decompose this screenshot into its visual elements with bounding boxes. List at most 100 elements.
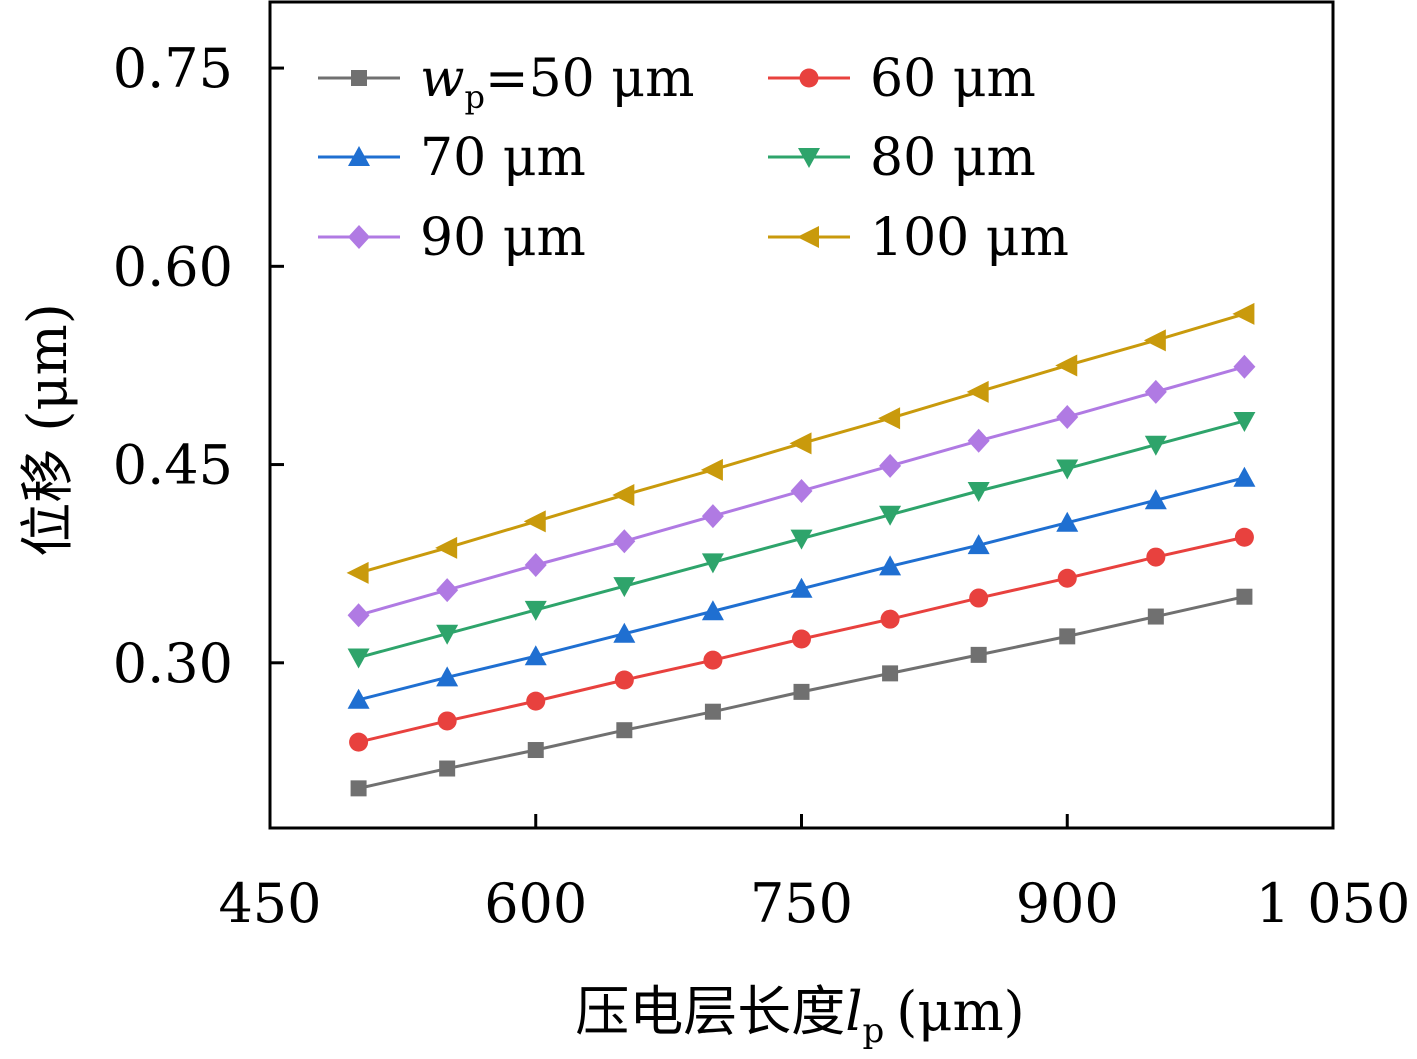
- data-point: [346, 561, 369, 584]
- y-axis-title: 位移 (μm): [16, 303, 79, 557]
- legend-label: 100 μm: [870, 208, 1069, 268]
- data-point: [347, 603, 370, 628]
- data-point: [524, 600, 547, 621]
- data-point: [703, 650, 723, 670]
- data-point: [966, 380, 989, 403]
- x-tick-label: 600: [484, 872, 587, 935]
- data-point: [967, 428, 990, 453]
- data-point: [614, 670, 634, 690]
- data-point: [1059, 628, 1076, 645]
- data-point: [1233, 466, 1256, 487]
- x-tick-label: 1 050: [1256, 872, 1411, 935]
- data-point: [882, 665, 899, 682]
- series-line: [349, 527, 1254, 752]
- data-point: [436, 666, 459, 687]
- data-point: [1236, 588, 1253, 605]
- data-point: [967, 534, 990, 555]
- data-point: [701, 600, 724, 621]
- legend-marker: [799, 68, 819, 88]
- legend-label: 60 μm: [870, 49, 1036, 109]
- data-point: [1056, 511, 1079, 532]
- data-point: [613, 622, 636, 643]
- y-tick-label: 0.60: [113, 235, 233, 298]
- data-point: [1233, 411, 1256, 432]
- data-point: [701, 553, 724, 574]
- legend-entry: 90 μm: [318, 208, 586, 268]
- legend-marker: [798, 148, 820, 168]
- data-point: [970, 646, 987, 663]
- data-point: [526, 691, 546, 711]
- data-point: [704, 703, 721, 720]
- legend: wp=50 μm 60 μm 70 μm 80 μm 90 μm 100 μm: [318, 49, 1069, 268]
- data-point: [1234, 527, 1254, 547]
- data-point: [1144, 435, 1167, 456]
- data-point: [790, 529, 813, 550]
- data-point: [524, 553, 547, 578]
- plot-frame: [268, 0, 1335, 830]
- series-line: [346, 302, 1255, 584]
- legend-marker: [348, 146, 370, 166]
- data-point: [524, 645, 547, 666]
- legend-marker: [797, 226, 819, 248]
- data-point: [1147, 608, 1164, 625]
- data-point: [613, 577, 636, 598]
- legend-entry: 70 μm: [318, 128, 586, 188]
- data-point: [969, 588, 989, 608]
- data-point: [437, 711, 457, 731]
- legend-entry: 80 μm: [768, 128, 1036, 188]
- legend-label: 80 μm: [870, 128, 1036, 188]
- series-layer: [346, 302, 1256, 797]
- data-point: [1232, 302, 1255, 325]
- x-axis-title: 压电层长度lp (μm): [575, 980, 1024, 1051]
- legend-marker: [348, 225, 370, 249]
- data-point: [435, 536, 458, 559]
- y-tick-label: 0.45: [113, 434, 233, 497]
- data-point: [439, 760, 456, 777]
- data-point: [700, 458, 723, 481]
- data-point: [878, 407, 901, 430]
- data-point: [349, 732, 369, 752]
- series-line: [350, 588, 1253, 797]
- data-point: [1055, 354, 1078, 377]
- x-tick-label: 750: [750, 872, 853, 935]
- data-point: [612, 483, 635, 506]
- data-point: [879, 453, 902, 478]
- data-point: [790, 577, 813, 598]
- data-point: [701, 504, 724, 529]
- data-point: [793, 683, 810, 700]
- legend-marker: [351, 70, 367, 86]
- data-point: [350, 780, 367, 797]
- data-point: [879, 505, 902, 526]
- data-point: [879, 555, 902, 576]
- data-point: [789, 432, 812, 455]
- legend-entry: wp=50 μm: [318, 49, 694, 116]
- data-point: [527, 742, 544, 759]
- data-point: [790, 478, 813, 503]
- legend-label: 90 μm: [420, 208, 586, 268]
- data-point: [436, 624, 459, 645]
- series-line: [347, 354, 1256, 628]
- data-point: [436, 578, 459, 603]
- data-point: [880, 609, 900, 629]
- data-point: [523, 510, 546, 533]
- data-point: [347, 688, 370, 709]
- y-tick-label: 0.75: [113, 37, 233, 100]
- y-tick-label: 0.30: [113, 632, 233, 695]
- legend-entry: 100 μm: [768, 208, 1069, 268]
- data-point: [616, 722, 633, 739]
- legend-label: 70 μm: [420, 128, 586, 188]
- data-point: [1057, 568, 1077, 588]
- x-tick-label: 900: [1016, 872, 1119, 935]
- data-point: [1143, 329, 1166, 352]
- data-point: [1056, 459, 1079, 480]
- data-point: [613, 529, 636, 554]
- data-point: [1144, 489, 1167, 510]
- data-point: [1144, 379, 1167, 404]
- data-point: [967, 481, 990, 502]
- legend-label: wp=50 μm: [420, 49, 694, 116]
- data-point: [1233, 354, 1256, 379]
- series-line: [347, 411, 1256, 669]
- series-line: [347, 466, 1256, 709]
- x-tick-label: 450: [218, 872, 321, 935]
